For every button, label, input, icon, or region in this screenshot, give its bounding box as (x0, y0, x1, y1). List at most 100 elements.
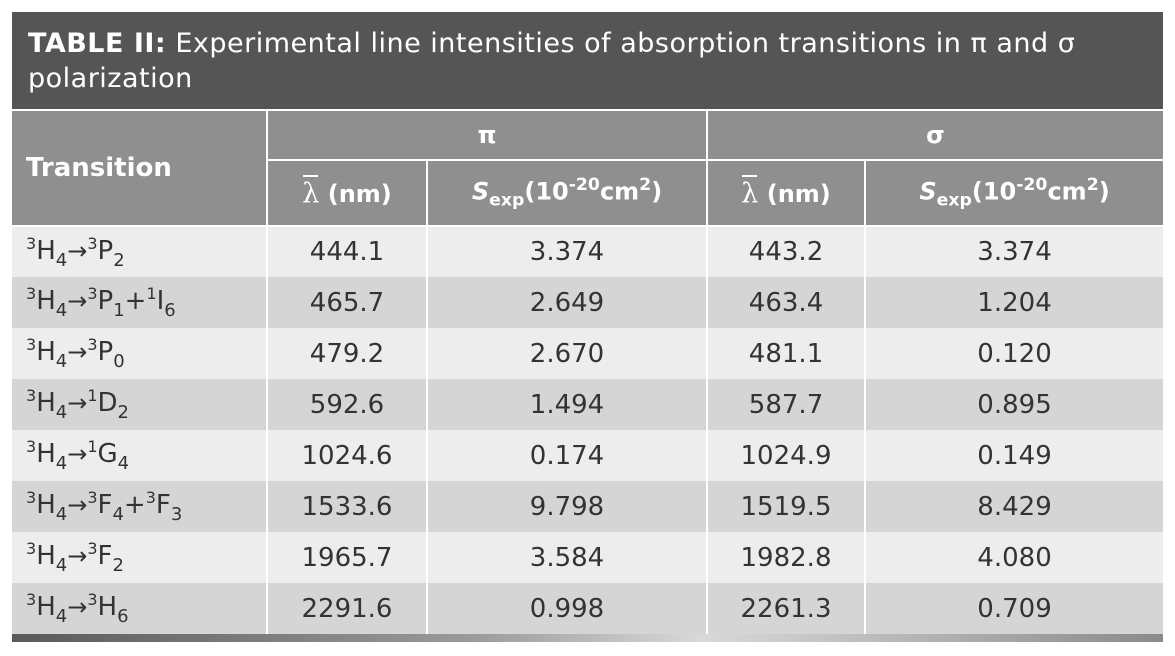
pi-lambda-cell: 2291.6 (267, 583, 428, 634)
transition-term: 4 (55, 504, 68, 525)
sigma-lambda-cell: 1024.9 (707, 430, 867, 481)
transition-term: H (36, 541, 56, 571)
transition-term: 4 (55, 453, 68, 474)
transition-cell: 3H4→3F4+3F3 (12, 481, 268, 532)
pi-s-cell: 9.798 (427, 481, 709, 532)
arrow-icon: → (67, 236, 88, 265)
arrow-icon: → (67, 440, 88, 468)
transition-term: 3 (26, 590, 37, 609)
s-unit-cm: cm (1047, 177, 1087, 206)
transition-term: 2 (117, 402, 129, 423)
s-subscript: exp (936, 190, 972, 211)
transition-term: + (123, 490, 146, 520)
arrow-icon: → (67, 389, 88, 417)
transition-term: 1 (87, 437, 98, 456)
s-unit-cm: cm (599, 177, 640, 206)
table-caption-text: Experimental line intensities of absorpt… (28, 28, 1076, 94)
s-unit-exponent: -20 (568, 175, 600, 196)
sigma-s-cell: 0.149 (865, 430, 1164, 481)
arrow-icon: → (67, 542, 88, 570)
sigma-lambda-cell: 587.7 (707, 379, 867, 430)
transition-term: 3 (26, 233, 37, 253)
s-unit-prefix: (10 (524, 177, 569, 206)
table-figure: TABLE II: Experimental line intensities … (12, 12, 1164, 642)
transition-term: 3 (87, 284, 98, 303)
transition-term: H (36, 286, 56, 316)
s-unit-exponent: -20 (1016, 175, 1048, 196)
transition-term: 4 (112, 504, 124, 525)
sigma-s-cell: 1.204 (865, 277, 1164, 328)
transition-term: 4 (117, 453, 130, 474)
transition-cell: 3H4→3H6 (12, 583, 268, 634)
table-caption: TABLE II: Experimental line intensities … (12, 12, 1163, 109)
table-row: 3H4→1G4 1024.6 0.174 1024.9 0.149 (12, 430, 1164, 481)
sigma-lambda-cell: 2261.3 (707, 583, 867, 634)
s-subscript: exp (489, 190, 525, 211)
sigma-s-cell: 3.374 (865, 226, 1164, 277)
transition-term: 4 (55, 555, 68, 576)
transition-term: 4 (55, 402, 68, 423)
table-body: 3H4→3P2 444.1 3.374 443.2 3.374 3H4→3P1+1I6 46… (12, 226, 1164, 634)
pi-s-cell: 1.494 (427, 379, 709, 430)
s-unit-square: 2 (639, 175, 652, 196)
transition-cell: 3H4→3F2 (12, 532, 268, 583)
transition-cell: 3H4→3P1+1I6 (12, 277, 268, 328)
transition-term: 3 (87, 488, 98, 507)
lambda-unit: (nm) (327, 179, 392, 208)
transition-term: 3 (26, 539, 37, 558)
transition-term: H (36, 235, 56, 266)
transition-term: 3 (26, 335, 37, 354)
bottom-rule (12, 634, 1163, 642)
transition-term: 1 (113, 300, 125, 321)
transition-term: 4 (55, 249, 68, 271)
pi-lambda-cell: 1024.6 (267, 430, 428, 481)
s-symbol: S (919, 177, 937, 206)
lambda-bar-symbol: λ (302, 174, 320, 209)
transition-term: P (97, 286, 114, 316)
pi-s-cell: 2.649 (427, 277, 709, 328)
table-row: 3H4→3P0 479.2 2.670 481.1 0.120 (12, 328, 1164, 379)
sigma-lambda-cell: 463.4 (707, 277, 867, 328)
header-transition: Transition (12, 109, 268, 227)
transition-term: P (97, 337, 114, 367)
transition-term: H (36, 388, 56, 418)
sigma-lambda-cell: 1519.5 (707, 481, 867, 532)
pi-s-cell: 0.998 (427, 583, 709, 634)
arrow-icon: → (67, 338, 88, 366)
data-table: Transition π σ λ (nm) Sexp(10-20cm2) λ (… (12, 109, 1164, 634)
s-unit-prefix: (10 (971, 177, 1017, 206)
transition-term: 4 (55, 606, 68, 627)
header-sigma-lambda: λ (nm) (706, 159, 867, 227)
transition-term: 3 (87, 233, 98, 253)
transition-term: F (155, 490, 171, 520)
table-row: 3H4→3H6 2291.6 0.998 2261.3 0.709 (12, 583, 1164, 634)
transition-cell: 3H4→1D2 (12, 379, 268, 430)
pi-s-cell: 2.670 (427, 328, 709, 379)
table-row: 3H4→1D2 592.6 1.494 587.7 0.895 (12, 379, 1164, 430)
transition-term: H (36, 592, 56, 622)
arrow-icon: → (67, 593, 88, 621)
transition-term: 3 (87, 335, 98, 354)
transition-term: 4 (55, 351, 68, 372)
sigma-s-cell: 0.895 (865, 379, 1164, 430)
transition-term: 3 (26, 488, 37, 507)
transition-term: 6 (164, 300, 176, 321)
transition-term: 1 (87, 386, 98, 405)
transition-term: 0 (113, 351, 125, 372)
transition-term: D (97, 388, 118, 418)
header-sigma-sexp: Sexp(10-20cm2) (864, 159, 1164, 227)
transition-term: 3 (87, 590, 98, 609)
lambda-bar-symbol: λ (741, 174, 759, 209)
sigma-s-cell: 8.429 (865, 481, 1164, 532)
sigma-s-cell: 0.120 (865, 328, 1164, 379)
s-symbol: S (471, 177, 490, 206)
pi-s-cell: 3.584 (427, 532, 709, 583)
lambda-unit: (nm) (766, 179, 831, 208)
header-pi-sexp: Sexp(10-20cm2) (425, 159, 709, 227)
transition-term: I (156, 286, 165, 316)
transition-term: 2 (113, 249, 125, 271)
pi-lambda-cell: 592.6 (267, 379, 428, 430)
transition-term: H (36, 439, 56, 469)
transition-term: 1 (146, 284, 157, 303)
transition-term: 3 (87, 539, 98, 558)
